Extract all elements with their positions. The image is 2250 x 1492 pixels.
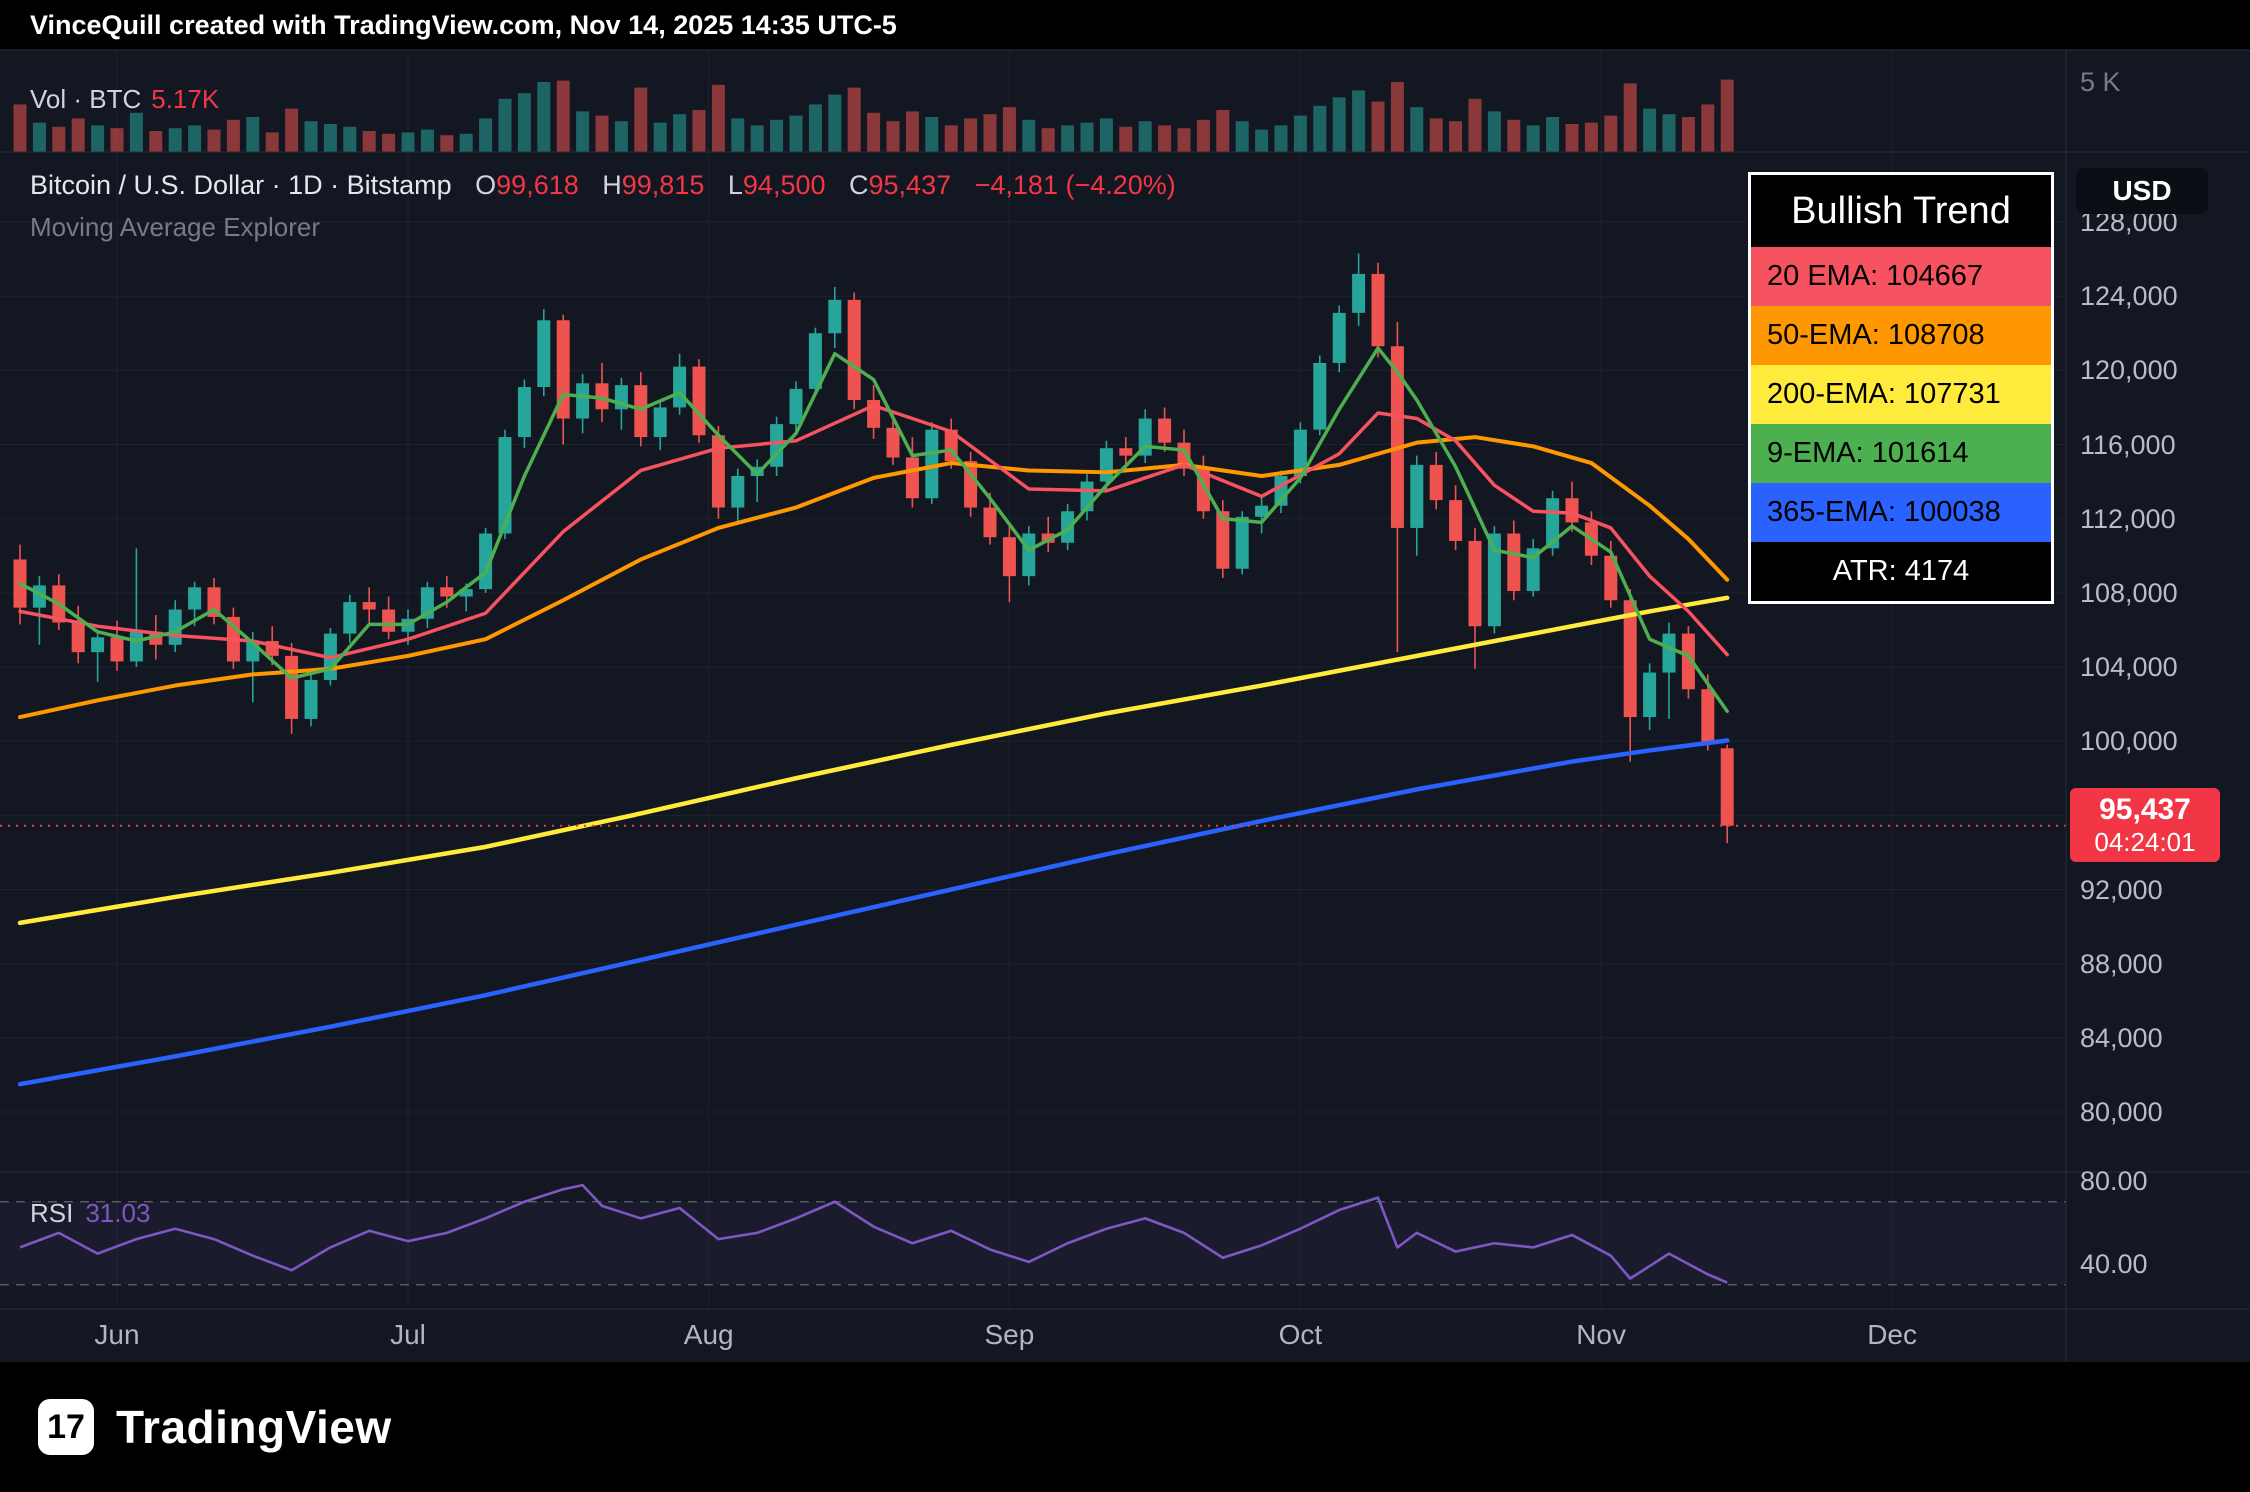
candles bbox=[13, 253, 1734, 844]
attribution-text: VinceQuill created with TradingView.com,… bbox=[30, 10, 897, 40]
footer-bar: 17 TradingView bbox=[0, 1362, 2250, 1492]
month-label: Oct bbox=[1278, 1319, 1323, 1350]
symbol-title[interactable]: Bitcoin / U.S. Dollar · 1D · Bitstamp bbox=[30, 170, 452, 200]
rsi-band bbox=[0, 1201, 2066, 1285]
volume-axis-label: 5 K bbox=[2080, 67, 2121, 97]
trend-legend: Bullish Trend 20 EMA: 104667 50-EMA: 1087… bbox=[1748, 172, 2054, 604]
rsi-legend: RSI 31.03 bbox=[30, 1198, 150, 1229]
month-label: Dec bbox=[1867, 1319, 1917, 1350]
tradingview-logo-glyph: 17 bbox=[47, 1407, 85, 1446]
trend-legend-title: Bullish Trend bbox=[1751, 175, 2051, 247]
last-price: 95,437 bbox=[2099, 792, 2191, 826]
high-value: 99,815 bbox=[621, 170, 705, 200]
close-value: 95,437 bbox=[868, 170, 952, 200]
change-value: −4,181 (−4.20%) bbox=[974, 170, 1176, 200]
legend-row: 365-EMA: 100038 bbox=[1751, 483, 2051, 542]
rsi-lines bbox=[0, 1183, 2066, 1286]
tradingview-logo-icon[interactable]: 17 bbox=[38, 1399, 94, 1455]
low-label: L bbox=[727, 170, 743, 200]
low-value: 94,500 bbox=[742, 170, 826, 200]
grid-lines bbox=[0, 50, 2066, 1309]
legend-row: 20 EMA: 104667 bbox=[1751, 247, 2051, 306]
volume-label: Vol · BTC bbox=[30, 84, 142, 114]
symbol-legend: Bitcoin / U.S. Dollar · 1D · Bitstamp O9… bbox=[30, 170, 1176, 201]
ema-lines bbox=[17, 346, 1730, 1087]
volume-value: 5.17K bbox=[151, 84, 220, 114]
legend-row: 200-EMA: 107731 bbox=[1751, 365, 2051, 424]
open-label: O bbox=[475, 170, 497, 200]
rsi-value: 31.03 bbox=[85, 1198, 151, 1228]
month-label: Aug bbox=[683, 1319, 734, 1350]
tradingview-brand[interactable]: TradingView bbox=[116, 1401, 392, 1453]
pane-separators bbox=[0, 49, 2250, 1362]
month-label: Nov bbox=[1576, 1319, 1626, 1350]
open-value: 99,618 bbox=[496, 170, 579, 200]
indicator-title: Moving Average Explorer bbox=[30, 212, 321, 242]
legend-row: 9-EMA: 101614 bbox=[1751, 424, 2051, 483]
legend-row: 50-EMA: 108708 bbox=[1751, 306, 2051, 365]
last-price-badge: 95,437 04:24:01 bbox=[2070, 787, 2220, 862]
volume-bars bbox=[13, 79, 1734, 152]
close-label: C bbox=[849, 170, 869, 200]
high-label: H bbox=[602, 170, 622, 200]
legend-row: ATR: 4174 bbox=[1751, 542, 2051, 601]
volume-legend: Vol · BTC 5.17K bbox=[30, 84, 219, 115]
month-label: Jul bbox=[390, 1319, 426, 1350]
month-label: Sep bbox=[984, 1319, 1035, 1350]
countdown-timer: 04:24:01 bbox=[2094, 826, 2196, 857]
trend-legend-rows: 20 EMA: 104667 50-EMA: 108708 200-EMA: 107… bbox=[1751, 247, 2051, 601]
rsi-label: RSI bbox=[30, 1198, 74, 1228]
currency-toggle-button[interactable]: USD bbox=[2076, 168, 2208, 214]
time-axis[interactable]: Jun Jul Aug Sep Oct Nov Dec bbox=[0, 1309, 2066, 1362]
month-label: Jun bbox=[94, 1319, 140, 1350]
